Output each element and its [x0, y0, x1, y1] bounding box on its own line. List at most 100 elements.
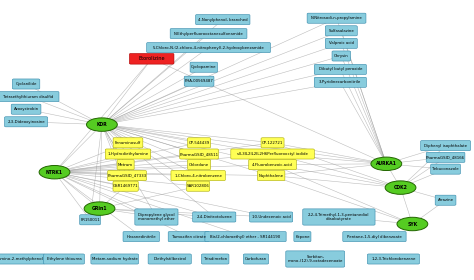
- Text: Dibutyl butyl peroxide: Dibutyl butyl peroxide: [319, 67, 362, 71]
- FancyBboxPatch shape: [168, 232, 209, 242]
- FancyBboxPatch shape: [188, 138, 210, 148]
- FancyBboxPatch shape: [261, 138, 284, 148]
- Ellipse shape: [371, 157, 402, 171]
- FancyBboxPatch shape: [148, 254, 191, 264]
- Text: Triadimefon: Triadimefon: [204, 257, 227, 261]
- FancyBboxPatch shape: [0, 254, 45, 264]
- Text: Fenaminosulf: Fenaminosulf: [115, 141, 141, 145]
- Text: Tetraethylthiuram disulfid: Tetraethylthiuram disulfid: [3, 95, 54, 99]
- FancyBboxPatch shape: [249, 160, 296, 170]
- Text: Naphthalene: Naphthalene: [259, 174, 283, 178]
- FancyBboxPatch shape: [426, 152, 465, 162]
- Text: 1,2,3-Trichlorobenzene: 1,2,3-Trichlorobenzene: [371, 257, 416, 261]
- FancyBboxPatch shape: [171, 171, 225, 181]
- Text: CP-544439: CP-544439: [189, 141, 210, 145]
- Ellipse shape: [397, 217, 428, 231]
- Text: Metram: Metram: [118, 163, 133, 167]
- FancyBboxPatch shape: [286, 251, 345, 267]
- FancyBboxPatch shape: [314, 77, 366, 87]
- FancyBboxPatch shape: [435, 195, 456, 205]
- Text: 2,3-Dideoxyinosine: 2,3-Dideoxyinosine: [7, 120, 45, 124]
- FancyBboxPatch shape: [113, 138, 143, 148]
- Text: AURKA1: AURKA1: [376, 161, 397, 166]
- Text: 3-Pyridinecarbonitrile: 3-Pyridinecarbonitrile: [319, 80, 362, 84]
- FancyBboxPatch shape: [192, 212, 236, 222]
- FancyBboxPatch shape: [188, 160, 210, 170]
- Text: N-Nitrosodi-n-propylamine: N-Nitrosodi-n-propylamine: [310, 16, 363, 20]
- FancyBboxPatch shape: [243, 254, 269, 264]
- Text: Cyclanilide: Cyclanilide: [15, 82, 37, 86]
- Text: sIL3IL2IL2IL2H6Perfluorooctyl iodide: sIL3IL2IL2IL2H6Perfluorooctyl iodide: [237, 152, 308, 156]
- Text: 2,4-Dinitrotoluene: 2,4-Dinitrotoluene: [196, 215, 232, 219]
- Text: Cyclopamine: Cyclopamine: [191, 65, 217, 69]
- FancyBboxPatch shape: [314, 64, 366, 74]
- FancyBboxPatch shape: [187, 181, 210, 191]
- FancyBboxPatch shape: [12, 79, 40, 89]
- Text: 4-Fluorobenzoic-acid: 4-Fluorobenzoic-acid: [252, 163, 293, 167]
- FancyBboxPatch shape: [201, 254, 229, 264]
- Text: Azoxystrobin: Azoxystrobin: [13, 107, 39, 111]
- FancyBboxPatch shape: [80, 215, 100, 225]
- FancyBboxPatch shape: [431, 164, 460, 174]
- FancyBboxPatch shape: [170, 29, 247, 39]
- Text: CP-122721: CP-122721: [262, 141, 283, 145]
- Text: Valproic acid: Valproic acid: [329, 41, 354, 45]
- Text: Tebuconazole: Tebuconazole: [432, 167, 459, 171]
- FancyBboxPatch shape: [303, 209, 375, 225]
- FancyBboxPatch shape: [113, 181, 138, 191]
- FancyBboxPatch shape: [180, 149, 219, 159]
- FancyBboxPatch shape: [307, 13, 366, 23]
- Text: Carbofuran: Carbofuran: [245, 257, 267, 261]
- FancyBboxPatch shape: [4, 117, 48, 127]
- Text: Pentane-1,5-diyl dibenzoate: Pentane-1,5-diyl dibenzoate: [347, 235, 402, 239]
- Text: Hexanedinitrile: Hexanedinitrile: [127, 235, 156, 239]
- FancyBboxPatch shape: [205, 232, 286, 242]
- Text: Diethylstilbestrol: Diethylstilbestrol: [153, 257, 186, 261]
- FancyBboxPatch shape: [196, 15, 250, 25]
- FancyBboxPatch shape: [420, 141, 471, 151]
- Text: Etorolizine: Etorolizine: [138, 56, 165, 61]
- Text: 1-Chloro-4-nitrobenzene: 1-Chloro-4-nitrobenzene: [174, 174, 222, 178]
- FancyBboxPatch shape: [0, 92, 59, 102]
- Text: 1-Hydrodiethylamine: 1-Hydrodiethylamine: [108, 152, 148, 156]
- Text: Chrysin: Chrysin: [334, 54, 349, 58]
- FancyBboxPatch shape: [190, 62, 218, 72]
- Text: KDR: KDR: [97, 122, 107, 127]
- FancyBboxPatch shape: [325, 26, 357, 36]
- FancyBboxPatch shape: [91, 254, 138, 264]
- FancyBboxPatch shape: [367, 254, 419, 264]
- FancyBboxPatch shape: [184, 76, 214, 86]
- FancyBboxPatch shape: [123, 232, 159, 242]
- Ellipse shape: [84, 202, 115, 215]
- Text: 2,2,4-Trimethyl-1,3-pentanediol
diisobutyrate: 2,2,4-Trimethyl-1,3-pentanediol diisobut…: [308, 213, 370, 221]
- FancyBboxPatch shape: [249, 212, 293, 222]
- Text: FR150011: FR150011: [80, 218, 100, 222]
- Ellipse shape: [86, 118, 117, 131]
- Text: Sorbitan,
mono-(12)-9-octadecenoate: Sorbitan, mono-(12)-9-octadecenoate: [288, 255, 343, 263]
- FancyBboxPatch shape: [44, 254, 84, 264]
- Text: GRin1: GRin1: [92, 206, 107, 211]
- Text: NTRK1: NTRK1: [46, 170, 63, 175]
- FancyBboxPatch shape: [117, 160, 134, 170]
- Text: Diphenyl isophthalate: Diphenyl isophthalate: [424, 144, 467, 148]
- FancyBboxPatch shape: [343, 232, 406, 242]
- Text: Atrazine: Atrazine: [438, 198, 454, 202]
- Text: 4-Nonylphenol, branched: 4-Nonylphenol, branched: [198, 18, 247, 22]
- Text: Ethylene thiourea: Ethylene thiourea: [46, 257, 82, 261]
- FancyBboxPatch shape: [108, 171, 146, 181]
- Text: 5-Chloro-N-(2-chloro-4-nitrophenyl)-2-hydroxybenzamide: 5-Chloro-N-(2-chloro-4-nitrophenyl)-2-hy…: [153, 46, 264, 50]
- FancyBboxPatch shape: [325, 38, 357, 48]
- Text: PharmaGSID_48166: PharmaGSID_48166: [426, 155, 465, 159]
- Text: Metam-sodium hydrate: Metam-sodium hydrate: [92, 257, 137, 261]
- FancyBboxPatch shape: [135, 209, 178, 225]
- Text: Sulfasalazine: Sulfasalazine: [328, 29, 354, 33]
- Text: Dipropylene glycol
monomethyl ether: Dipropylene glycol monomethyl ether: [138, 213, 175, 221]
- FancyBboxPatch shape: [105, 149, 151, 159]
- Text: PharmaGSID_48511: PharmaGSID_48511: [180, 152, 219, 156]
- Text: 5-Amino-2-methylphenol: 5-Amino-2-methylphenol: [0, 257, 43, 261]
- Text: SAR102806: SAR102806: [187, 184, 210, 188]
- Text: Tamoxifen citrate: Tamoxifen citrate: [172, 235, 206, 239]
- Text: Kepone: Kepone: [295, 235, 310, 239]
- FancyBboxPatch shape: [257, 171, 285, 181]
- Text: CDK2: CDK2: [393, 185, 408, 190]
